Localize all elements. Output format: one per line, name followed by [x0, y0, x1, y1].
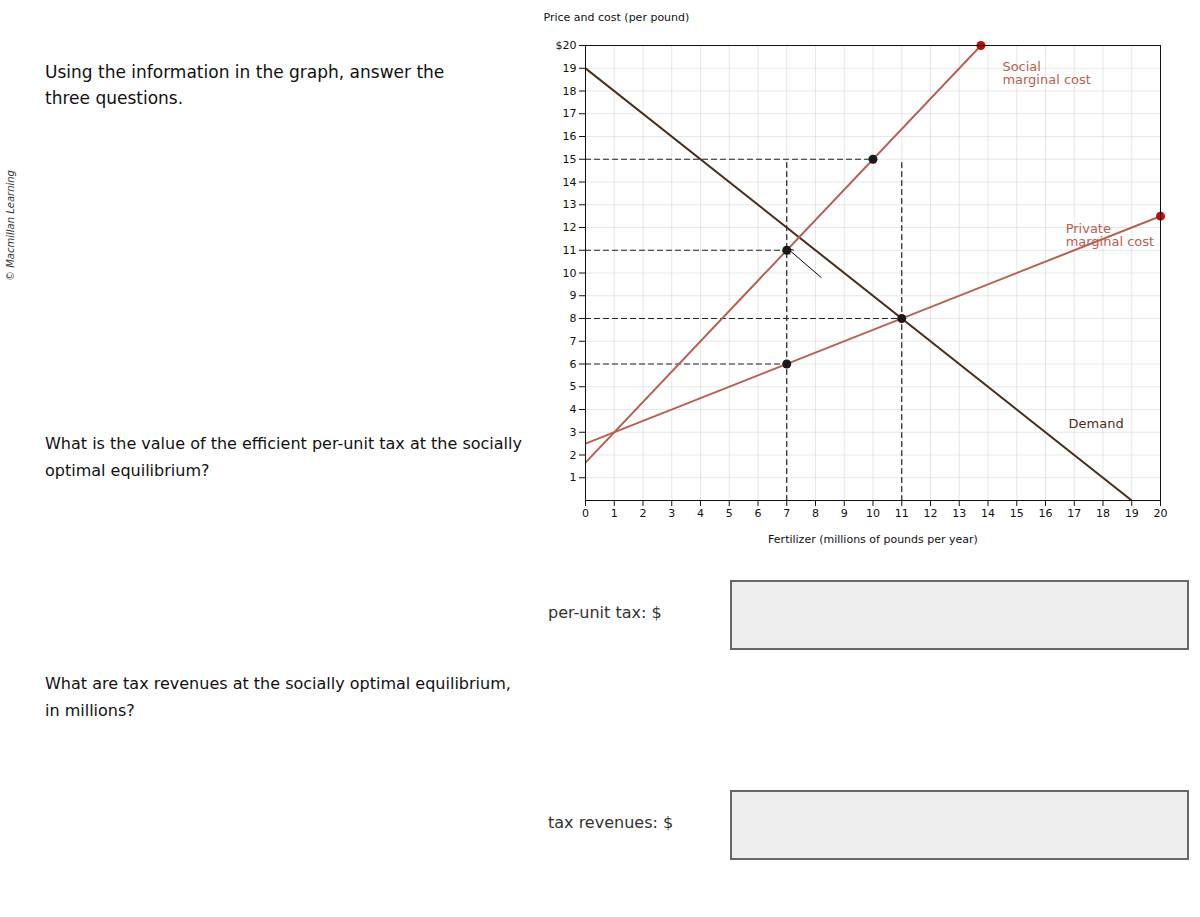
svg-text:12: 12 [563, 221, 577, 234]
svg-text:18: 18 [1096, 507, 1110, 520]
svg-text:1: 1 [611, 507, 618, 520]
svg-text:2: 2 [640, 507, 647, 520]
svg-text:13: 13 [563, 198, 577, 211]
html-text:What is the value of the effic: What is the value of the efficient per-u… [45, 434, 522, 481]
svg-text:1: 1 [570, 471, 577, 484]
svg-text:Socialmarginal cost: Socialmarginal cost [1002, 59, 1091, 87]
svg-text:7: 7 [570, 335, 577, 348]
svg-text:3: 3 [570, 426, 577, 439]
svg-text:9: 9 [570, 289, 577, 302]
svg-text:19: 19 [1125, 507, 1139, 520]
svg-text:8: 8 [812, 507, 819, 520]
svg-text:16: 16 [1039, 507, 1053, 520]
svg-text:Price and cost (per pound): Price and cost (per pound) [544, 11, 690, 24]
svg-text:8: 8 [570, 312, 577, 325]
svg-text:Fertilizer (millions of pounds: Fertilizer (millions of pounds per year) [768, 533, 978, 546]
svg-text:5: 5 [570, 380, 577, 393]
svg-text:12: 12 [924, 507, 938, 520]
svg-text:17: 17 [563, 107, 577, 120]
svg-text:15: 15 [563, 153, 577, 166]
svg-text:18: 18 [563, 85, 577, 98]
html-text:What are tax revenues at the s: What are tax revenues at the socially op… [45, 674, 511, 721]
svg-text:0: 0 [582, 507, 589, 520]
svg-text:14: 14 [981, 507, 995, 520]
svg-text:6: 6 [755, 507, 762, 520]
svg-text:Privatemarginal cost: Privatemarginal cost [1066, 221, 1155, 249]
svg-text:6: 6 [570, 358, 577, 371]
svg-text:2: 2 [570, 449, 577, 462]
svg-text:7: 7 [783, 507, 790, 520]
svg-text:13: 13 [952, 507, 966, 520]
svg-text:20: 20 [1154, 507, 1168, 520]
svg-text:19: 19 [563, 62, 577, 75]
svg-text:16: 16 [563, 130, 577, 143]
html-text:Using the information in the g: Using the information in the graph, answ… [45, 62, 445, 108]
html-text:per-unit tax: $: per-unit tax: $ [548, 603, 662, 622]
html-text:tax revenues: $: tax revenues: $ [548, 813, 674, 832]
svg-text:3: 3 [668, 507, 675, 520]
svg-text:4: 4 [570, 403, 577, 416]
svg-text:10: 10 [563, 267, 577, 280]
svg-text:10: 10 [866, 507, 880, 520]
svg-text:11: 11 [895, 507, 909, 520]
svg-text:$20: $20 [556, 39, 577, 52]
svg-text:11: 11 [563, 244, 577, 257]
svg-text:15: 15 [1010, 507, 1024, 520]
svg-text:14: 14 [563, 176, 577, 189]
svg-text:9: 9 [841, 507, 848, 520]
svg-text:17: 17 [1067, 507, 1081, 520]
html-text:© Macmillan Learning: © Macmillan Learning [4, 170, 16, 281]
svg-text:4: 4 [697, 507, 704, 520]
svg-text:Demand: Demand [1069, 416, 1124, 431]
svg-text:5: 5 [726, 507, 733, 520]
